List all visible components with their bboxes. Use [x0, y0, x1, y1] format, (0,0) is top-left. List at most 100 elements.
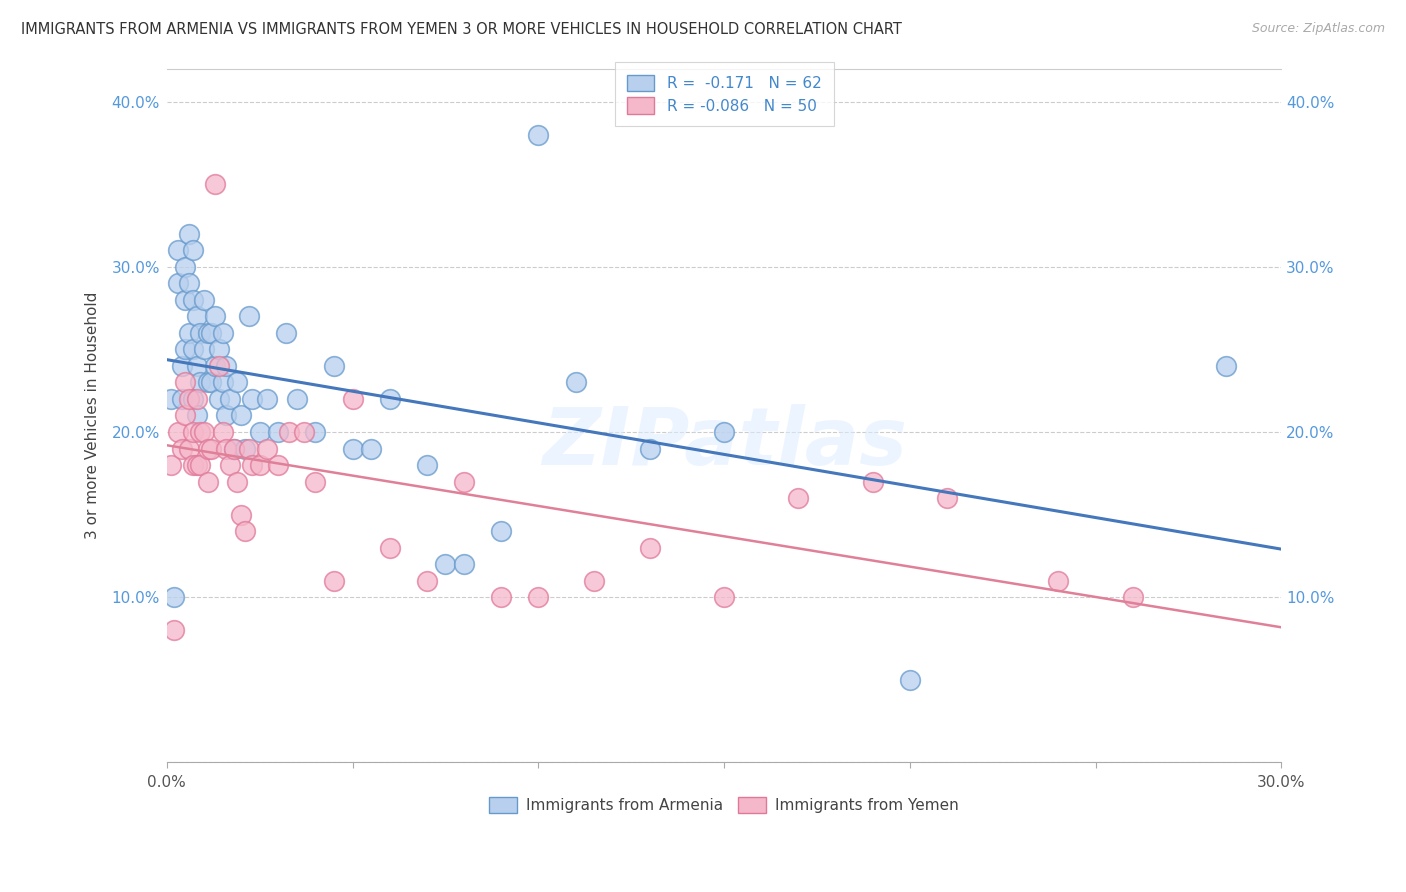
- Point: [285, 392, 308, 406]
- Point: [292, 425, 315, 439]
- Point: [231, 409, 253, 423]
- Point: [179, 392, 201, 406]
- Point: [197, 475, 219, 489]
- Point: [179, 227, 201, 241]
- Point: [211, 376, 233, 390]
- Point: [208, 359, 231, 373]
- Point: [204, 310, 226, 324]
- Point: [489, 524, 512, 538]
- Point: [181, 458, 204, 472]
- Point: [159, 392, 181, 406]
- Point: [208, 343, 231, 357]
- Point: [233, 442, 256, 456]
- Point: [1122, 591, 1144, 605]
- Point: [256, 442, 278, 456]
- Point: [304, 475, 326, 489]
- Point: [278, 425, 301, 439]
- Point: [240, 392, 263, 406]
- Point: [226, 376, 249, 390]
- Point: [186, 310, 208, 324]
- Point: [1047, 574, 1070, 588]
- Point: [527, 128, 550, 142]
- Point: [222, 442, 245, 456]
- Point: [416, 458, 439, 472]
- Point: [898, 673, 921, 687]
- Point: [267, 425, 290, 439]
- Point: [219, 458, 242, 472]
- Point: [204, 359, 226, 373]
- Point: [936, 491, 959, 505]
- Point: [188, 376, 211, 390]
- Point: [638, 442, 661, 456]
- Point: [434, 557, 457, 571]
- Point: [713, 591, 735, 605]
- Point: [416, 574, 439, 588]
- Point: [186, 409, 208, 423]
- Point: [181, 343, 204, 357]
- Point: [197, 376, 219, 390]
- Point: [186, 392, 208, 406]
- Point: [489, 591, 512, 605]
- Point: [186, 458, 208, 472]
- Point: [267, 458, 290, 472]
- Point: [174, 260, 197, 274]
- Point: [215, 359, 238, 373]
- Point: [713, 425, 735, 439]
- Point: [360, 442, 382, 456]
- Point: [208, 392, 231, 406]
- Point: [378, 392, 401, 406]
- Point: [564, 376, 586, 390]
- Point: [638, 541, 661, 555]
- Point: [323, 574, 346, 588]
- Point: [583, 574, 606, 588]
- Point: [453, 475, 475, 489]
- Text: IMMIGRANTS FROM ARMENIA VS IMMIGRANTS FROM YEMEN 3 OR MORE VEHICLES IN HOUSEHOLD: IMMIGRANTS FROM ARMENIA VS IMMIGRANTS FR…: [21, 22, 903, 37]
- Point: [163, 591, 186, 605]
- Point: [200, 326, 222, 340]
- Point: [188, 326, 211, 340]
- Point: [163, 624, 186, 638]
- Point: [159, 458, 181, 472]
- Point: [342, 442, 364, 456]
- Point: [231, 508, 253, 522]
- Point: [167, 425, 190, 439]
- Point: [181, 293, 204, 307]
- Point: [862, 475, 884, 489]
- Point: [249, 425, 271, 439]
- Point: [170, 392, 193, 406]
- Point: [193, 343, 215, 357]
- Point: [222, 442, 245, 456]
- Point: [174, 343, 197, 357]
- Point: [256, 392, 278, 406]
- Point: [174, 293, 197, 307]
- Point: [226, 475, 249, 489]
- Point: [323, 359, 346, 373]
- Point: [167, 244, 190, 258]
- Point: [188, 458, 211, 472]
- Point: [174, 409, 197, 423]
- Legend: Immigrants from Armenia, Immigrants from Yemen: Immigrants from Armenia, Immigrants from…: [478, 786, 970, 824]
- Point: [186, 359, 208, 373]
- Point: [240, 458, 263, 472]
- Point: [188, 425, 211, 439]
- Point: [238, 310, 260, 324]
- Point: [249, 458, 271, 472]
- Point: [179, 277, 201, 291]
- Point: [233, 524, 256, 538]
- Point: [181, 425, 204, 439]
- Point: [215, 442, 238, 456]
- Point: [179, 326, 201, 340]
- Point: [200, 442, 222, 456]
- Point: [304, 425, 326, 439]
- Point: [193, 425, 215, 439]
- Point: [211, 326, 233, 340]
- Point: [170, 359, 193, 373]
- Point: [378, 541, 401, 555]
- Point: [453, 557, 475, 571]
- Point: [170, 442, 193, 456]
- Point: [211, 425, 233, 439]
- Y-axis label: 3 or more Vehicles in Household: 3 or more Vehicles in Household: [86, 292, 100, 539]
- Point: [174, 376, 197, 390]
- Point: [219, 392, 242, 406]
- Point: [215, 409, 238, 423]
